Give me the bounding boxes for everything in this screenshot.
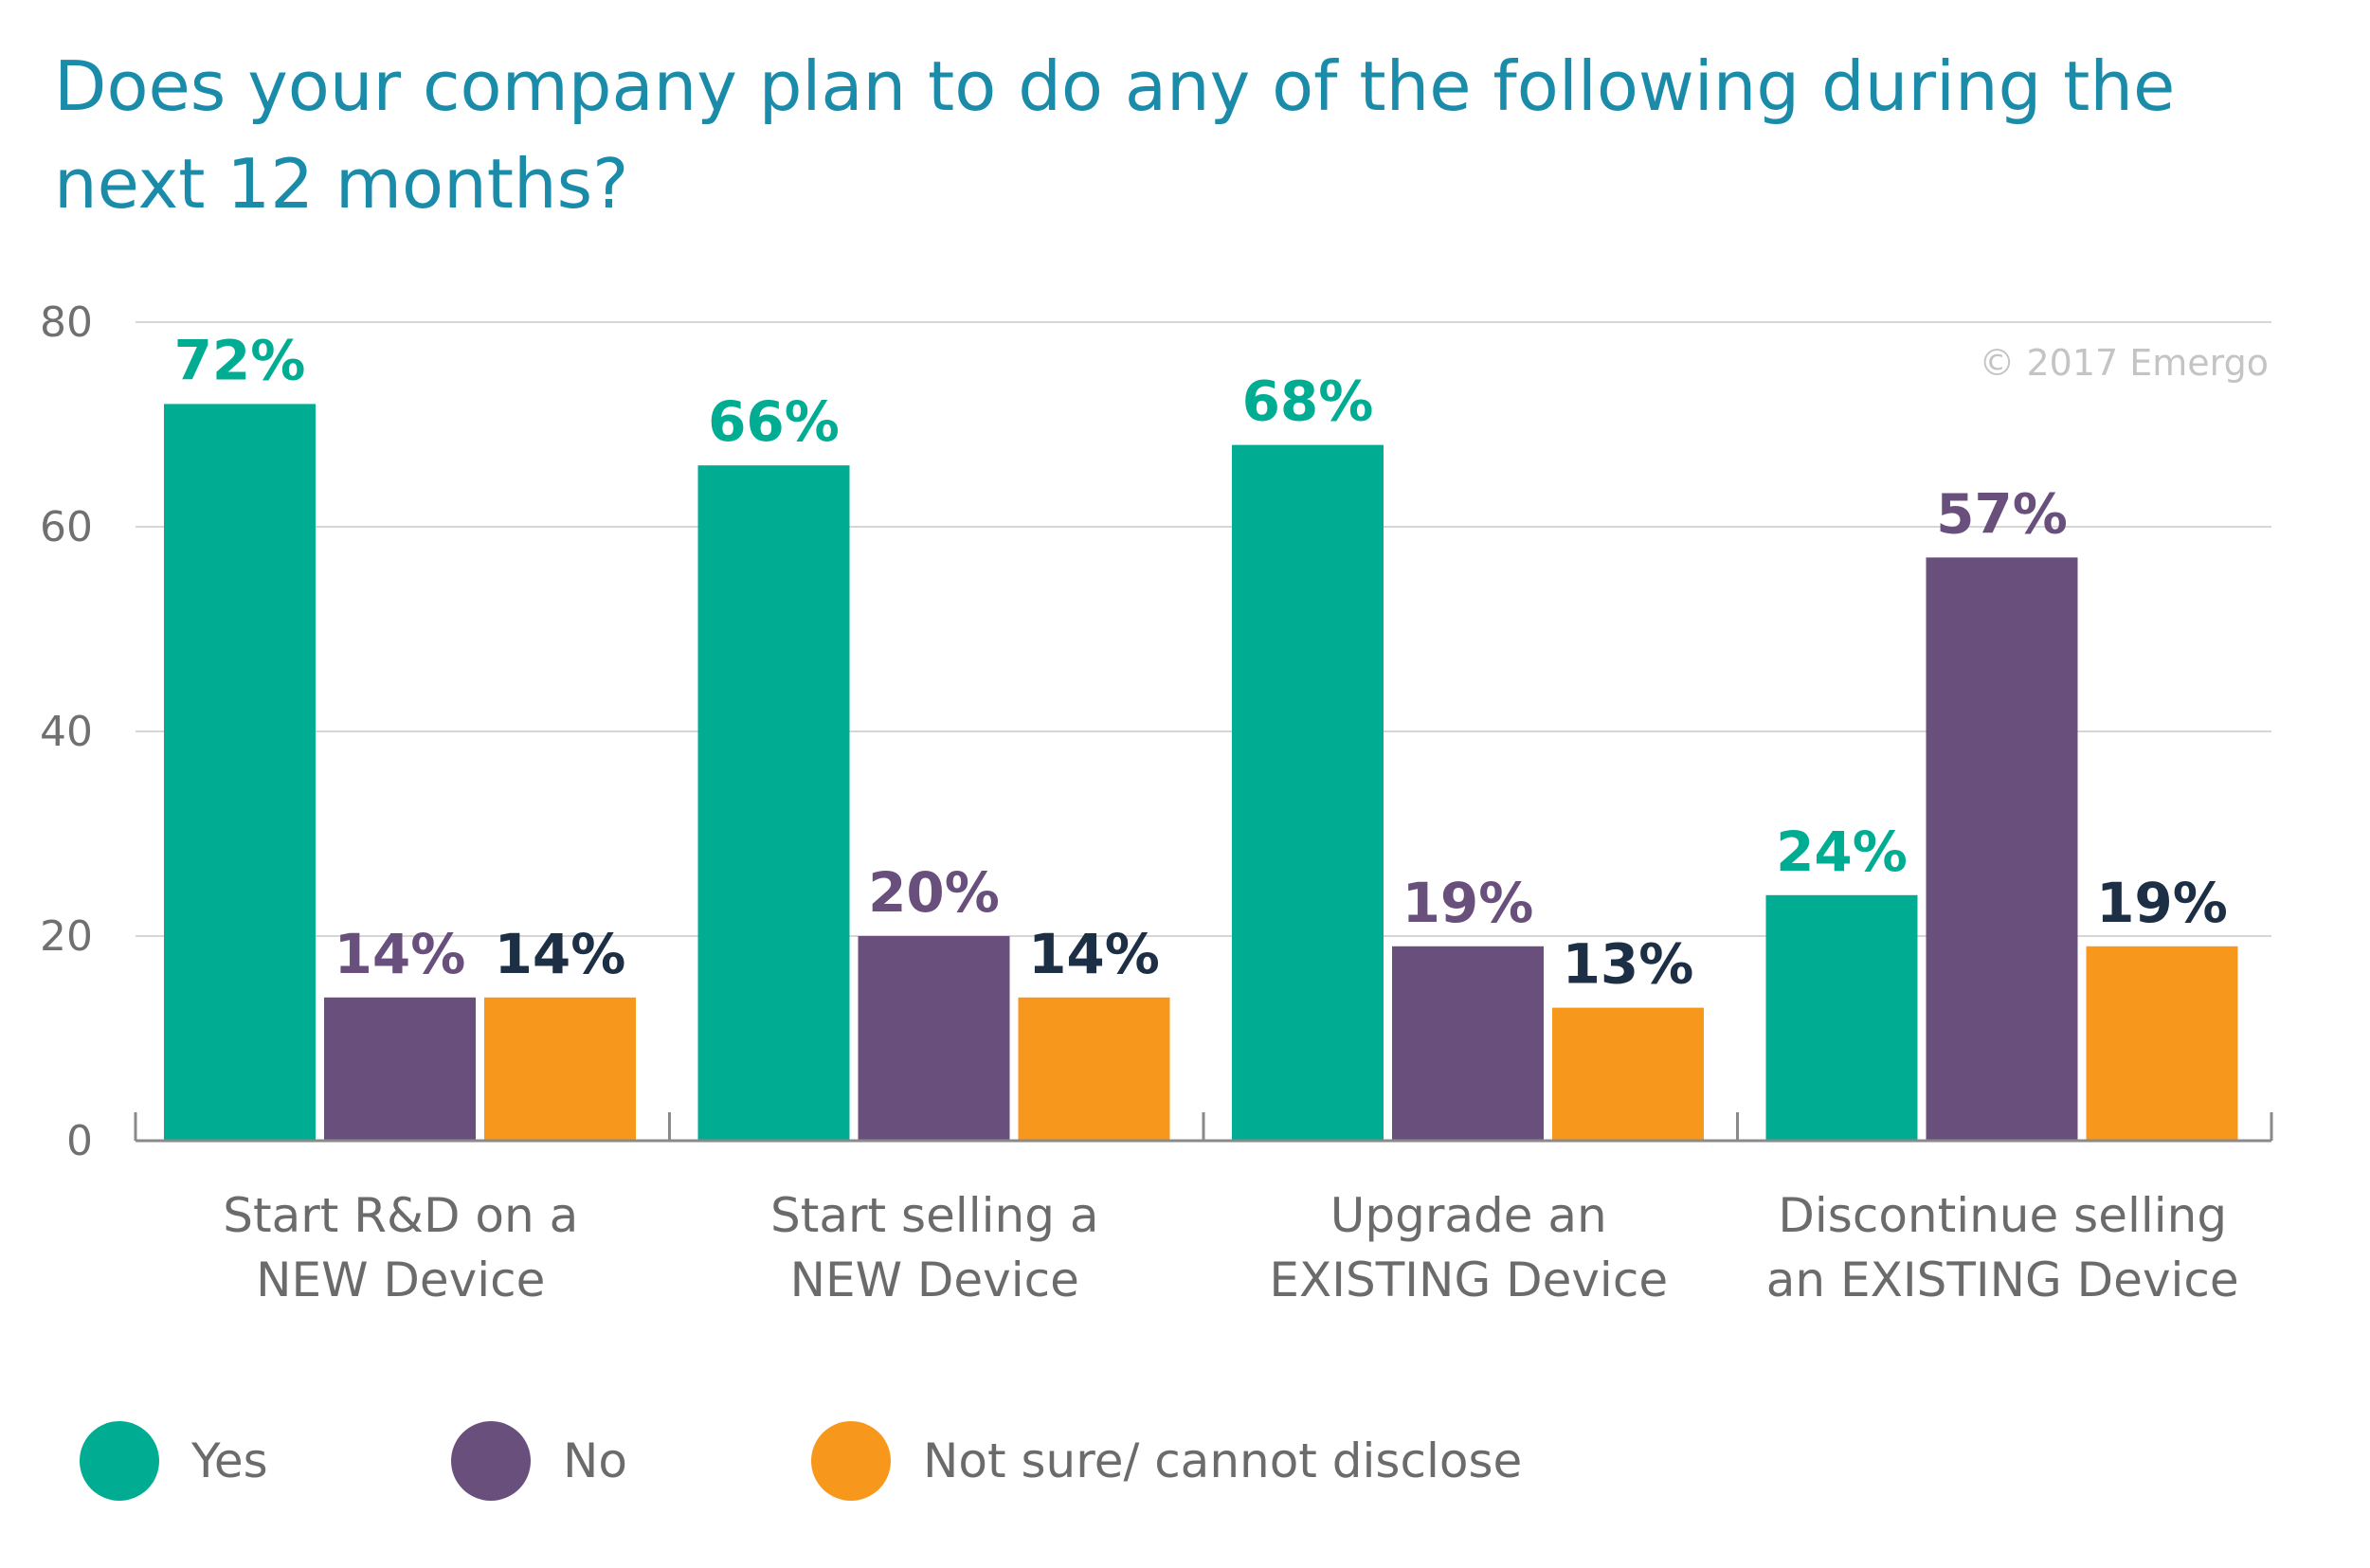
data-label-no-3: 19%	[1402, 871, 1534, 935]
bar-no-2	[858, 936, 1010, 1141]
data-label-no-2: 20%	[868, 860, 1000, 925]
legend-item-not-sure: Not sure/ cannot disclose	[811, 1414, 1522, 1508]
legend-label-no: No	[563, 1433, 627, 1488]
category-label-3: Upgrade an EXISTING Device	[1269, 1188, 1668, 1307]
category-label-line: NEW Device	[790, 1253, 1079, 1307]
data-label-not-sure-cannot-disclose-3: 13%	[1563, 932, 1694, 997]
y-tick-label-40: 40	[40, 708, 93, 756]
data-label-yes-3: 68%	[1242, 369, 1374, 434]
bars	[164, 404, 2238, 1142]
data-label-yes-1: 72%	[174, 328, 306, 392]
data-label-not-sure-cannot-disclose-4: 19%	[2096, 871, 2228, 935]
bar-yes-2	[697, 465, 850, 1141]
y-tick-label-0: 0	[66, 1117, 93, 1165]
y-tick-label-80: 80	[40, 298, 93, 347]
copyright-notice: © 2017 Emergo	[1979, 342, 2269, 384]
bar-yes-4	[1765, 894, 1918, 1141]
data-label-yes-4: 24%	[1776, 820, 1908, 884]
y-tick-label-20: 20	[40, 912, 93, 961]
y-tick-label-60: 60	[40, 503, 93, 551]
category-label-line: Discontinue selling	[1778, 1188, 2227, 1243]
category-label-line: NEW Device	[256, 1253, 545, 1307]
legend-item-yes: Yes	[80, 1414, 268, 1508]
bar-not-sure-cannot-disclose-3	[1552, 1007, 1704, 1141]
legend: Yes No Not sure/ cannot disclose	[0, 1414, 2370, 1508]
chart-title: Does your company plan to do any of the …	[54, 46, 2176, 224]
category-label-line: Upgrade an	[1330, 1188, 1607, 1243]
bar-no-1	[324, 997, 476, 1141]
legend-swatch-not-sure	[811, 1421, 891, 1501]
legend-item-no: No	[451, 1414, 627, 1508]
data-label-no-1: 14%	[335, 922, 466, 986]
legend-swatch-yes	[80, 1421, 159, 1501]
bar-no-4	[1926, 557, 2078, 1141]
bar-yes-1	[164, 404, 316, 1141]
data-label-not-sure-cannot-disclose-2: 14%	[1028, 922, 1160, 986]
category-label-line: an EXISTING Device	[1766, 1253, 2239, 1307]
legend-label-yes: Yes	[191, 1433, 268, 1488]
category-label-4: Discontinue selling an EXISTING Device	[1766, 1188, 2239, 1307]
category-label-line: EXISTING Device	[1269, 1253, 1668, 1307]
category-labels: Start R&D on a NEW Device Start selling a N…	[223, 1188, 2238, 1307]
legend-label-not-sure: Not sure/ cannot disclose	[923, 1433, 1523, 1488]
data-label-no-4: 57%	[1936, 481, 2068, 546]
x-axis	[134, 1112, 2273, 1143]
category-label-1: Start R&D on a NEW Device	[223, 1188, 578, 1307]
data-label-not-sure-cannot-disclose-1: 14%	[495, 922, 626, 986]
bar-yes-3	[1232, 444, 1384, 1142]
bar-not-sure-cannot-disclose-2	[1018, 997, 1170, 1141]
category-label-2: Start selling a NEW Device	[770, 1188, 1098, 1307]
category-label-line: Start R&D on a	[223, 1188, 578, 1243]
category-label-line: Start selling a	[770, 1188, 1098, 1243]
legend-swatch-no	[451, 1421, 531, 1501]
data-label-yes-2: 66%	[708, 389, 840, 454]
bar-no-3	[1392, 946, 1544, 1141]
data-labels: 72% 14% 14% 66% 20% 14% 68% 19% 13% 24% 57% 19%	[174, 328, 2228, 996]
y-axis-tick-labels: 0 20 40 60 80	[40, 298, 93, 1165]
bar-not-sure-cannot-disclose-1	[484, 997, 636, 1141]
bar-not-sure-cannot-disclose-4	[2086, 946, 2238, 1141]
